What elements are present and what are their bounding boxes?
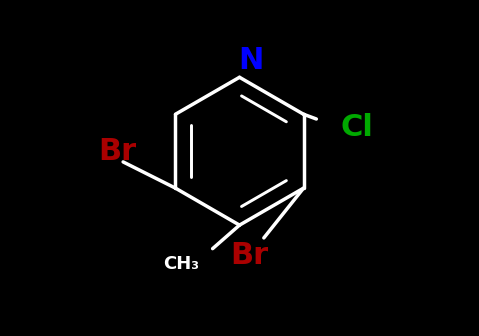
Text: N: N — [239, 46, 264, 75]
Text: Br: Br — [230, 241, 269, 270]
Text: CH₃: CH₃ — [163, 255, 199, 274]
Text: Br: Br — [98, 137, 137, 166]
Text: Cl: Cl — [340, 113, 373, 142]
